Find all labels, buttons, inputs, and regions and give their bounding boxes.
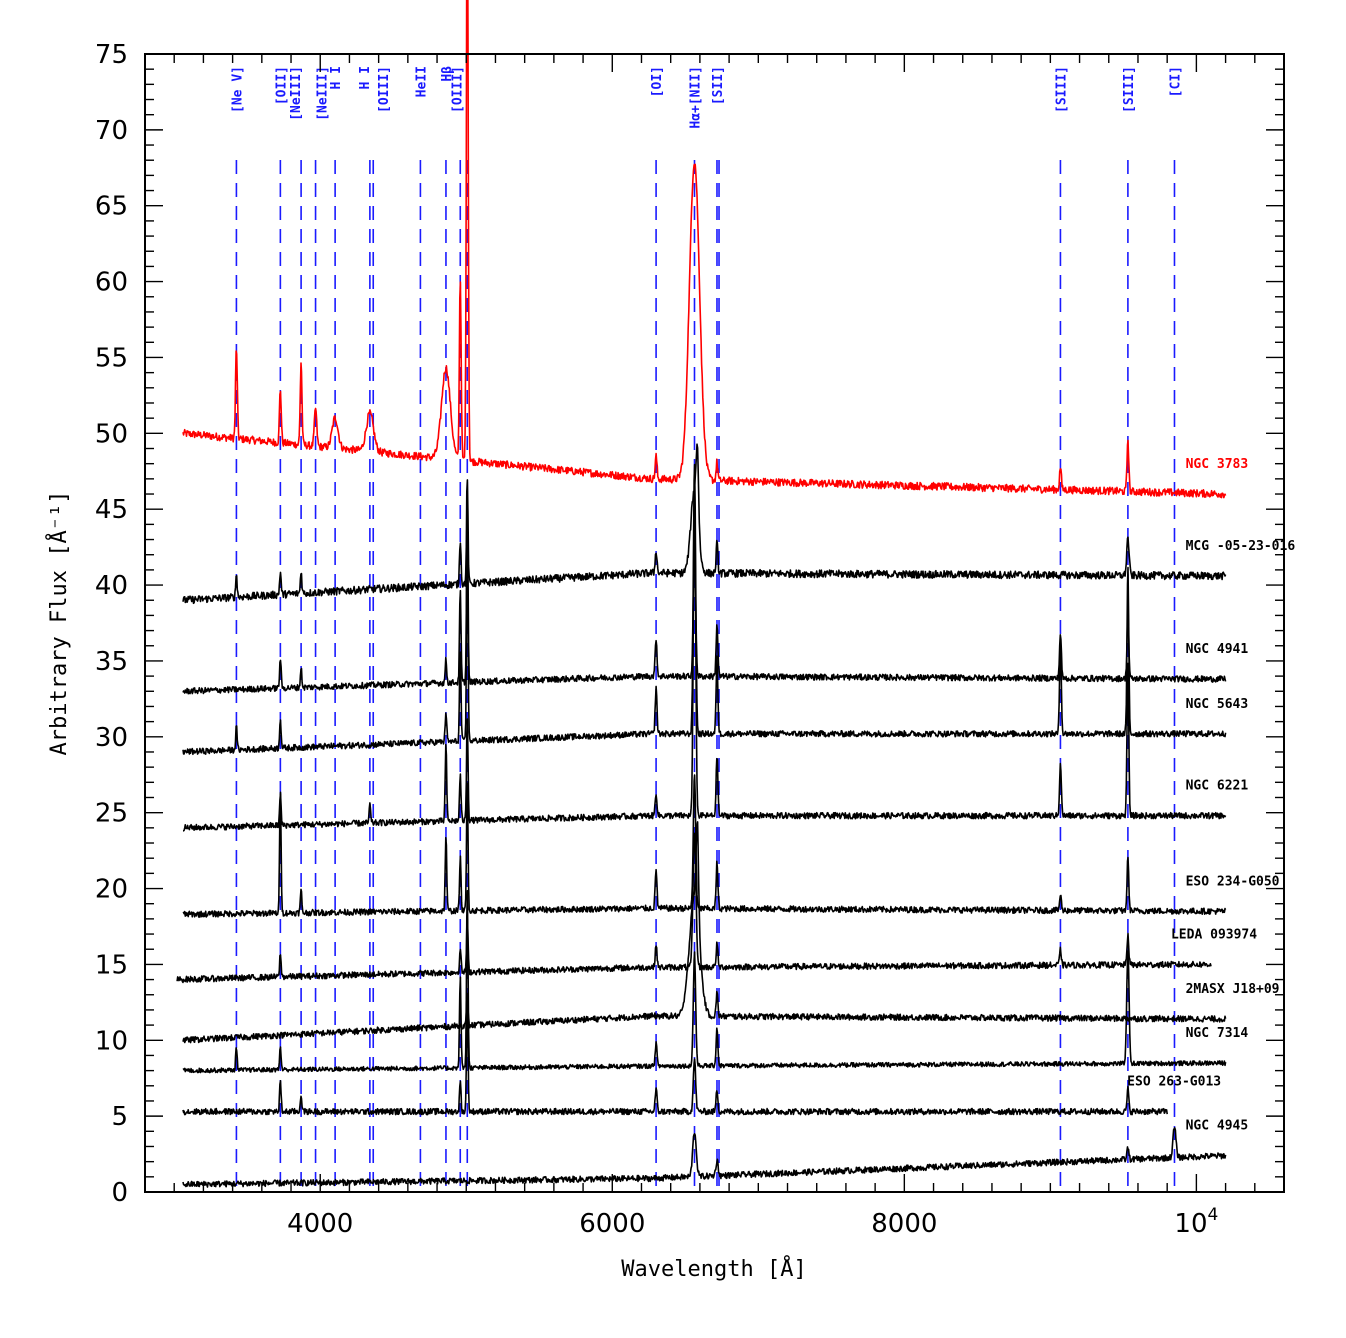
x-tick-label-4000: 4000: [287, 1209, 353, 1239]
x-tick-label-8000: 8000: [871, 1209, 937, 1239]
series-label-leda-093974: LEDA 093974: [1171, 927, 1257, 942]
y-tick-label-30: 30: [95, 723, 128, 753]
line-label-oiii-6: [OIII]: [377, 66, 392, 113]
series-mcg-05-23-016: [182, 443, 1227, 605]
series-ngc-6221: [182, 485, 1227, 832]
y-tick-label-5: 5: [111, 1102, 128, 1132]
series-ngc-3783: [182, 0, 1227, 499]
line-label-h-8: Hβ: [440, 66, 455, 82]
series-label-ngc-4941: NGC 4941: [1186, 642, 1249, 657]
series-label-ngc-4945: NGC 4945: [1186, 1119, 1249, 1134]
y-tick-label-55: 55: [95, 343, 128, 373]
series-label-ngc-6221: NGC 6221: [1186, 779, 1249, 794]
x-tick-label-6000: 6000: [579, 1209, 645, 1239]
series-label-mcg-05-23-016: MCG -05-23-016: [1186, 539, 1296, 554]
line-label-siii-16: [SIII]: [1122, 66, 1137, 113]
series-label-ngc-5643: NGC 5643: [1186, 697, 1249, 712]
series-ngc-4945: [182, 1127, 1227, 1188]
x-axis-title: Wavelength [Å]: [621, 1255, 806, 1282]
line-label-ci-17: [CI]: [1168, 66, 1183, 97]
axis-ticks: [145, 53, 1285, 1193]
series-ngc-5643: [182, 463, 1227, 756]
y-tick-label-35: 35: [95, 647, 128, 677]
galaxy-labels: NGC 3783 MCG -05-23-016 NGC 4941 NGC 5643 NG…: [1127, 457, 1295, 1134]
y-tick-label-0: 0: [111, 1178, 128, 1208]
y-tick-label-50: 50: [95, 419, 128, 449]
y-tick-label-45: 45: [95, 495, 128, 525]
line-label-h-i-5: H I: [358, 66, 373, 89]
line-label-oii-1: [OII]: [274, 66, 289, 105]
y-tick-label-60: 60: [95, 268, 128, 298]
y-tick-label-15: 15: [95, 950, 128, 980]
series-label-2masx-j18-09: 2MASX J18+09: [1186, 982, 1280, 997]
y-axis-title: Arbitrary Flux [Å⁻¹]: [45, 491, 72, 756]
line-label-siii-15: [SIII]: [1054, 66, 1069, 113]
line-label-h-i-4: H I: [329, 66, 344, 89]
series-leda-093974: [176, 832, 1212, 984]
series-2masx-j18-09: [182, 821, 1227, 1044]
axis-tick-labels: 0 5 10 15 20 25 30 35 40 45 50 55 60 65 70 75 4000 6000 80…: [95, 40, 1218, 1239]
y-tick-label-40: 40: [95, 571, 128, 601]
series-eso-263-g013: [182, 994, 1168, 1116]
plot-frame: [144, 53, 1285, 1193]
line-label-sii-13: [SII]: [711, 66, 726, 105]
line-label-h-nii-12: Hα+[NII]: [688, 66, 703, 129]
spectra-series: [176, 0, 1227, 1188]
line-label-oiii-9: [OIII]: [450, 66, 465, 113]
y-tick-label-10: 10: [95, 1026, 128, 1056]
line-label-neiii-2: [NeIII]: [289, 66, 304, 121]
series-label-eso-234-g050: ESO 234-G050: [1186, 874, 1280, 889]
y-tick-label-70: 70: [95, 116, 128, 146]
series-ngc-7314: [182, 889, 1227, 1074]
y-tick-label-25: 25: [95, 799, 128, 829]
series-label-eso-263-g013: ESO 263-G013: [1127, 1075, 1221, 1090]
line-label-ne-v-0: [Ne V]: [230, 66, 245, 113]
series-eso-234-g050: [182, 774, 1227, 918]
y-tick-label-20: 20: [95, 875, 128, 905]
line-label-heii-7: HeII: [414, 66, 429, 97]
y-tick-label-75: 75: [95, 40, 128, 70]
line-label-neiii-3: [NeIII]: [316, 66, 331, 121]
series-label-ngc-3783: NGC 3783: [1186, 457, 1249, 472]
line-label-oi-11: [OI]: [650, 66, 665, 97]
series-ngc-4941: [182, 505, 1227, 695]
y-tick-label-65: 65: [95, 192, 128, 222]
series-label-ngc-7314: NGC 7314: [1186, 1026, 1249, 1041]
